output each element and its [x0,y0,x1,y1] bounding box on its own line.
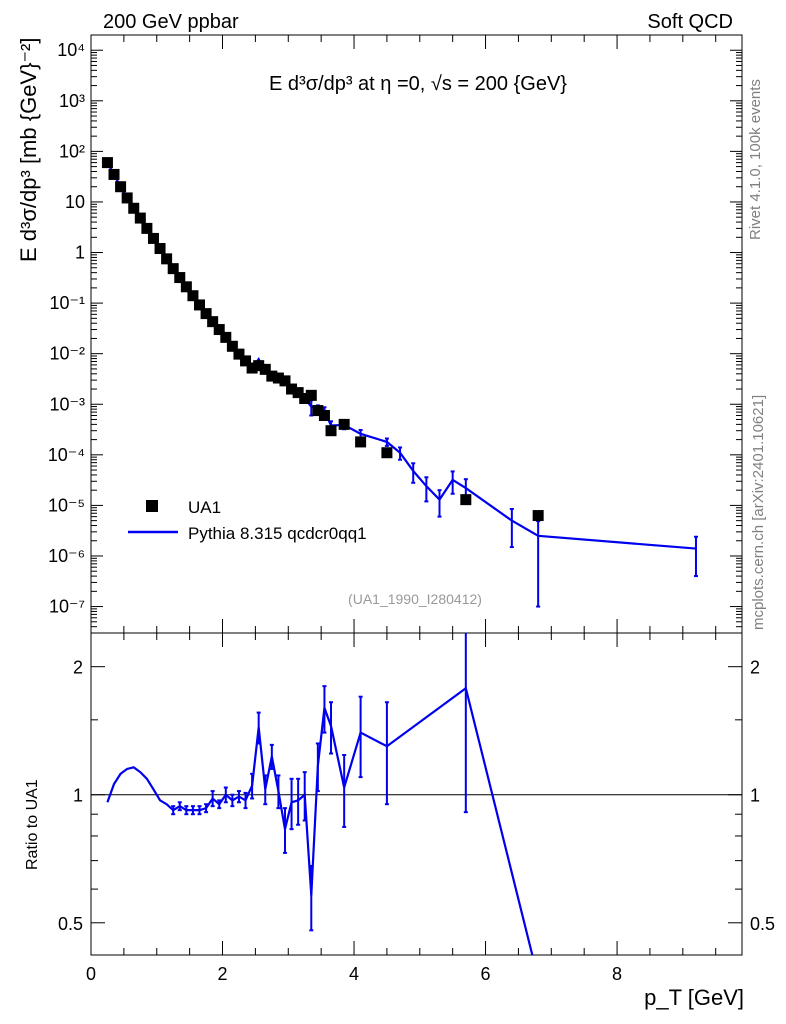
ua1-data-point [338,418,350,430]
main-y-tick-label: 10⁴ [57,40,85,60]
main-title: E d³σ/dp³ at η =0, √s = 200 {GeV} [269,73,567,95]
ua1-data-point [279,375,291,387]
ua1-data-point [286,383,298,395]
ratio-y-tick-label-right: 2 [750,658,760,678]
ua1-data-point [147,232,159,244]
ua1-data-point [233,348,245,360]
ratio-x-tick-label: 6 [481,964,491,984]
ua1-data-point [187,290,199,302]
ua1-data-point [226,340,238,352]
ua1-data-point [115,181,127,193]
ratio-x-tick-label: 8 [612,964,622,984]
rivet-version-label: Rivet 4.1.0, 100k events [747,79,764,240]
ua1-data-point [299,392,311,404]
legend-label-pythia: Pythia 8.315 qcdcr0qq1 [188,524,367,543]
main-y-tick-label: 10⁻³ [49,394,85,414]
main-axes: 10⁻⁷ 10⁻⁶ 10⁻⁵ 10⁻⁴ 10⁻³ 10⁻² 10⁻¹ 1 10 10² 10³ 10⁴ [48,35,742,634]
main-y-tick-label: 10² [59,141,85,161]
main-y-tick-label: 1 [75,243,85,263]
ua1-data-point [108,168,120,180]
ratio-y-tick-label-right: 0.5 [750,914,775,934]
ua1-data-point [305,389,317,401]
ua1-data-point [240,355,252,367]
ua1-data-point [312,405,324,417]
ratio-line [106,686,534,955]
ratio-axes: 0 2 4 6 8 0.5 0.5 1 1 2 2 [58,633,775,984]
ua1-data-point [167,263,179,275]
ua1-data-point [101,157,113,169]
ua1-data-point [292,387,304,399]
ua1-data-point [259,363,271,375]
ua1-data-point [253,360,265,372]
ua1-data-point [194,299,205,311]
ua1-data-point [200,308,212,320]
ua1-data-point [207,316,219,328]
ua1-data-point [325,425,337,437]
legend-label-ua1: UA1 [188,498,221,517]
main-panel-frame [90,34,743,634]
main-y-tick-label: 10⁻⁷ [49,597,85,617]
ratio-panel-frame [90,632,743,956]
ratio-y-axis-label: Ratio to UA1 [24,779,41,870]
ratio-plot-marks [106,633,534,955]
ua1-data-point [355,436,367,448]
header-left-label: 200 GeV ppbar [103,11,239,33]
ratio-series-group [106,633,534,955]
ua1-data-point [121,192,133,204]
main-y-tick-label: 10³ [59,91,85,111]
ratio-y-tick-label: 1 [73,786,83,806]
legend: UA1 Pythia 8.315 qcdcr0qq1 [128,498,367,543]
ua1-data-point [220,331,232,343]
ua1-data-point [381,447,393,459]
main-y-tick-label: 10⁻² [49,344,85,364]
legend-marker-ua1 [146,500,158,512]
ua1-data-point [272,372,284,384]
header-right-label: Soft QCD [647,11,733,33]
x-axis-label: p_T [GeV] [644,985,744,1010]
main-y-tick-label: 10⁻¹ [49,293,85,313]
ratio-y-tick-label: 0.5 [58,914,83,934]
ua1-data-point [154,243,166,255]
ratio-x-tick-label: 2 [218,964,228,984]
ua1-data-point [180,281,192,293]
ua1-data-point [213,324,225,336]
ua1-data-point [174,272,186,284]
pythia-line [106,162,697,550]
ua1-data-point [246,362,258,374]
ua1-data-point [141,222,153,234]
ua1-data-point [134,212,146,224]
main-plot-marks [101,157,698,608]
ua1-data-point [318,409,330,421]
ua1-data-point [266,370,278,382]
ua1-data-point [161,253,173,265]
analysis-watermark: (UA1_1990_I280412) [348,591,482,607]
main-y-tick-label: 10⁻⁴ [48,445,85,465]
main-y-tick-label: 10⁻⁵ [48,495,85,515]
main-y-tick-label: 10 [65,192,85,212]
main-y-tick-label: 10⁻⁶ [48,546,85,566]
ratio-x-tick-label: 4 [349,964,359,984]
ua1-data-point [460,494,472,506]
ua1-data-point [128,202,140,214]
ratio-x-tick-label: 0 [86,964,96,984]
ratio-y-tick-label-right: 1 [750,786,760,806]
main-y-axis-label: E d³σ/dp³ [mb {GeV}⁻²] [16,37,41,262]
ua1-data-point [532,510,544,522]
mcplots-label: mcplots.cern.ch [arXiv:2401.10621] [750,395,767,630]
ratio-y-tick-label: 2 [73,658,83,678]
